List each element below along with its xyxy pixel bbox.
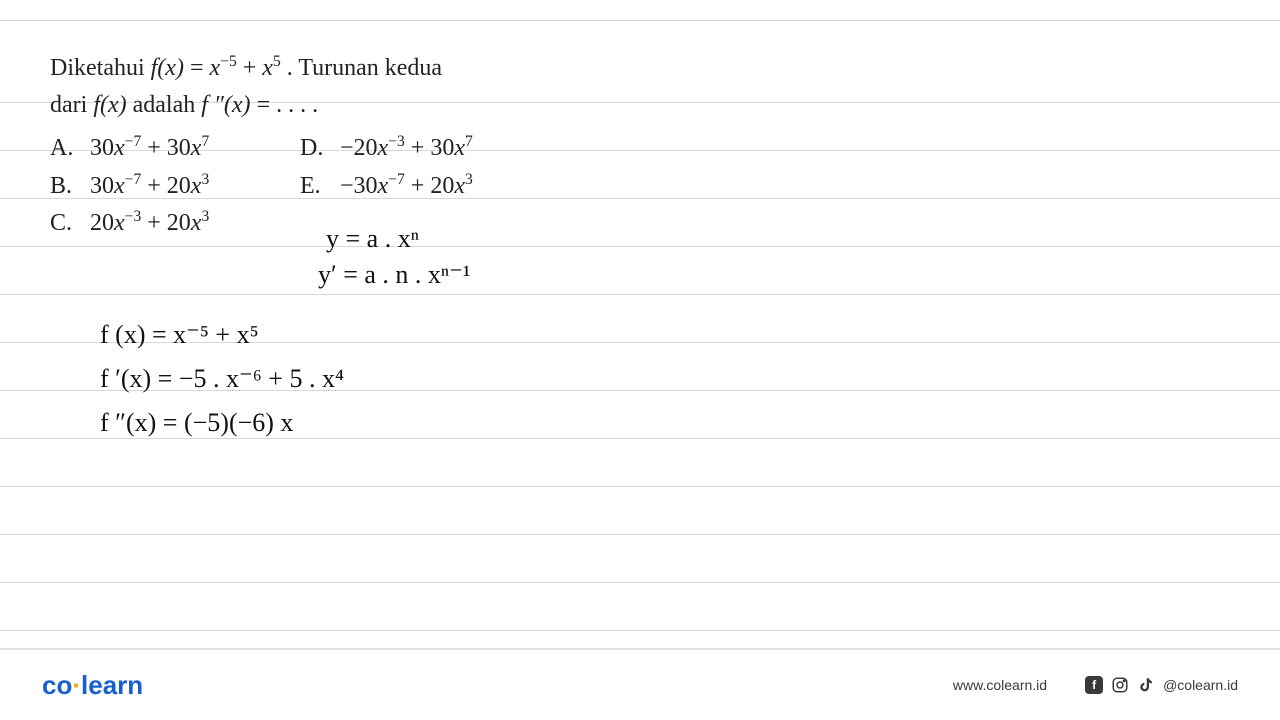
base: x bbox=[262, 55, 273, 81]
brand-co: co bbox=[42, 670, 72, 700]
eq: = bbox=[190, 55, 210, 81]
top-rule bbox=[0, 20, 1280, 21]
choice-d: D. −20x−3 + 30x7 bbox=[300, 130, 473, 167]
text: Diketahui bbox=[50, 55, 151, 81]
brand-logo: co·learn bbox=[42, 670, 143, 701]
handwriting-line: f ′(x) = −5 . x⁻⁶ + 5 . x⁴ bbox=[100, 362, 344, 396]
choice-expr: 30x−7 + 20x3 bbox=[90, 168, 209, 205]
exp: −5 bbox=[220, 53, 237, 70]
handwriting-rule-2: y′ = a . n . xⁿ⁻¹ bbox=[318, 258, 471, 292]
text: dari bbox=[50, 92, 93, 118]
fx: f(x) bbox=[93, 92, 126, 118]
choice-label: E. bbox=[300, 168, 340, 205]
choice-label: C. bbox=[50, 205, 90, 242]
handwriting-rule-1: y = a . xⁿ bbox=[326, 222, 419, 256]
facebook-icon: f bbox=[1085, 676, 1103, 694]
footer-handle: @colearn.id bbox=[1163, 677, 1238, 693]
choice-expr: −20x−3 + 30x7 bbox=[340, 130, 473, 167]
tiktok-icon bbox=[1137, 676, 1155, 694]
plus: + bbox=[243, 55, 263, 81]
brand-dot: · bbox=[72, 670, 81, 700]
question-line-1: Diketahui f(x) = x−5 + x5 . Turunan kedu… bbox=[50, 50, 670, 87]
text: . Turunan kedua bbox=[287, 55, 442, 81]
choice-label: A. bbox=[50, 130, 90, 167]
fx: f(x) bbox=[151, 55, 184, 81]
handwriting-line: f ″(x) = (−5)(−6) x bbox=[100, 406, 344, 440]
choice-expr: 20x−3 + 20x3 bbox=[90, 205, 209, 242]
choice-b: B. 30x−7 + 20x3 bbox=[50, 168, 300, 205]
footer-url: www.colearn.id bbox=[953, 677, 1047, 693]
handwriting-line: f (x) = x⁻⁵ + x⁵ bbox=[100, 318, 344, 352]
social-icons: f @colearn.id bbox=[1085, 676, 1238, 694]
text: adalah bbox=[133, 92, 202, 118]
choice-e: E. −30x−7 + 20x3 bbox=[300, 168, 473, 205]
choice-a: A. 30x−7 + 30x7 bbox=[50, 130, 300, 167]
exp: 5 bbox=[273, 53, 281, 70]
brand-learn: learn bbox=[81, 670, 143, 700]
choice-label: B. bbox=[50, 168, 90, 205]
choice-expr: 30x−7 + 30x7 bbox=[90, 130, 209, 167]
choice-expr: −30x−7 + 20x3 bbox=[340, 168, 473, 205]
page: { "colors": { "background": "#ffffff", "… bbox=[0, 0, 1280, 720]
footer: co·learn www.colearn.id f @colearn.id bbox=[0, 648, 1280, 720]
fpp: f ″(x) bbox=[201, 92, 250, 118]
choice-label: D. bbox=[300, 130, 340, 167]
footer-right: www.colearn.id f @colearn.id bbox=[953, 676, 1238, 694]
instagram-icon bbox=[1111, 676, 1129, 694]
base: x bbox=[210, 55, 221, 81]
text: = . . . . bbox=[257, 92, 319, 118]
question-block: Diketahui f(x) = x−5 + x5 . Turunan kedu… bbox=[50, 50, 670, 242]
choice-c: C. 20x−3 + 20x3 bbox=[50, 205, 300, 242]
question-line-2: dari f(x) adalah f ″(x) = . . . . bbox=[50, 87, 670, 124]
handwriting-work: f (x) = x⁻⁵ + x⁵ f ′(x) = −5 . x⁻⁶ + 5 .… bbox=[100, 318, 344, 439]
